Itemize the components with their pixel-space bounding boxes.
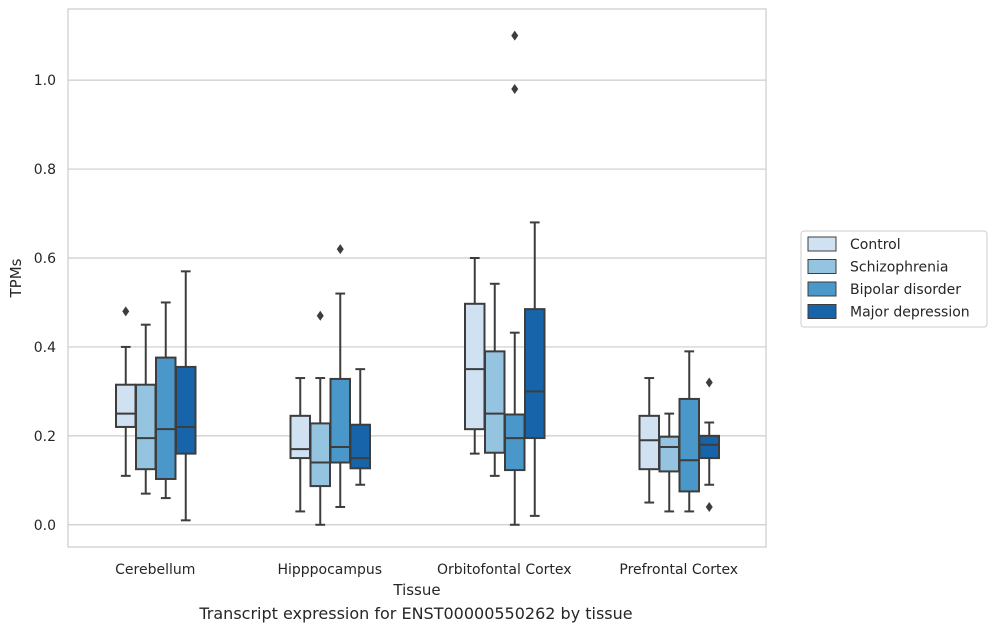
outlier-point — [511, 84, 519, 95]
legend-swatch — [807, 236, 837, 252]
y-tick-label: 1.0 — [34, 73, 56, 89]
box-schizophrenia — [309, 310, 331, 526]
legend-swatch — [807, 304, 837, 319]
iqr-box — [524, 308, 546, 440]
iqr-box — [698, 434, 720, 460]
outlier-point — [511, 30, 519, 41]
x-axis-ticks: Cerebellum Hipppocampus Orbitofontal Corte… — [115, 562, 738, 578]
box-major-depression — [349, 368, 371, 486]
iqr-box — [309, 422, 331, 488]
iqr-box — [175, 365, 197, 455]
box-major-depression — [175, 270, 197, 522]
x-tick-label: Hipppocampus — [277, 562, 382, 578]
iqr-box — [329, 377, 351, 464]
y-tick-label: 0.2 — [34, 429, 56, 445]
legend-swatch — [807, 281, 837, 297]
outlier-point — [122, 306, 130, 317]
legend-label: Schizophrenia — [850, 260, 948, 276]
outlier-point — [705, 377, 713, 388]
box-major-depression — [698, 377, 720, 512]
y-tick-label: 0.4 — [34, 340, 56, 356]
y-axis-label: TPMs — [7, 258, 25, 298]
iqr-box — [678, 397, 700, 493]
x-tick-label: Prefrontal Cortex — [619, 562, 738, 578]
iqr-box — [349, 423, 371, 470]
outlier-point — [705, 501, 713, 512]
box-control — [289, 377, 311, 513]
y-tick-label: 0.0 — [34, 518, 56, 534]
iqr-box — [155, 356, 177, 480]
x-axis-label: Tissue — [392, 581, 440, 599]
y-tick-label: 0.8 — [34, 162, 56, 178]
box-bipolar-disorder — [329, 244, 351, 508]
legend: Control Schizophrenia Bipolar disorder Majo… — [800, 230, 988, 328]
plot-frame — [67, 8, 767, 548]
iqr-box — [464, 302, 486, 431]
chart-caption: Transcript expression for ENST0000055026… — [199, 604, 633, 623]
iqr-box — [658, 435, 680, 473]
box-control — [638, 377, 660, 504]
legend-label: Bipolar disorder — [850, 282, 961, 298]
iqr-box — [289, 414, 311, 460]
box-schizophrenia — [484, 282, 506, 477]
legend-swatch — [807, 259, 837, 274]
legend-label: Major depression — [850, 305, 970, 321]
box-major-depression — [524, 221, 546, 517]
y-tick-label: 0.6 — [34, 251, 56, 267]
box-control — [464, 256, 486, 455]
y-axis-ticks: 0.0 0.2 0.4 0.6 0.8 1.0 — [34, 73, 56, 534]
box-bipolar-disorder — [155, 301, 177, 500]
legend-label: Control — [850, 237, 901, 253]
box-schizophrenia — [658, 412, 680, 513]
iqr-box — [504, 413, 526, 472]
x-tick-label: Orbitofontal Cortex — [437, 562, 572, 578]
box-schizophrenia — [135, 323, 157, 495]
box-plot-series — [115, 30, 720, 526]
legend-frame — [800, 230, 988, 328]
box-control — [115, 306, 137, 477]
iqr-box — [638, 414, 660, 471]
iqr-box — [135, 383, 157, 471]
x-tick-label: Cerebellum — [115, 562, 195, 578]
box-bipolar-disorder — [504, 30, 526, 526]
iqr-box — [484, 350, 506, 454]
outlier-point — [316, 310, 324, 321]
iqr-box — [115, 383, 137, 428]
outlier-point — [336, 244, 344, 255]
box-bipolar-disorder — [678, 350, 700, 513]
